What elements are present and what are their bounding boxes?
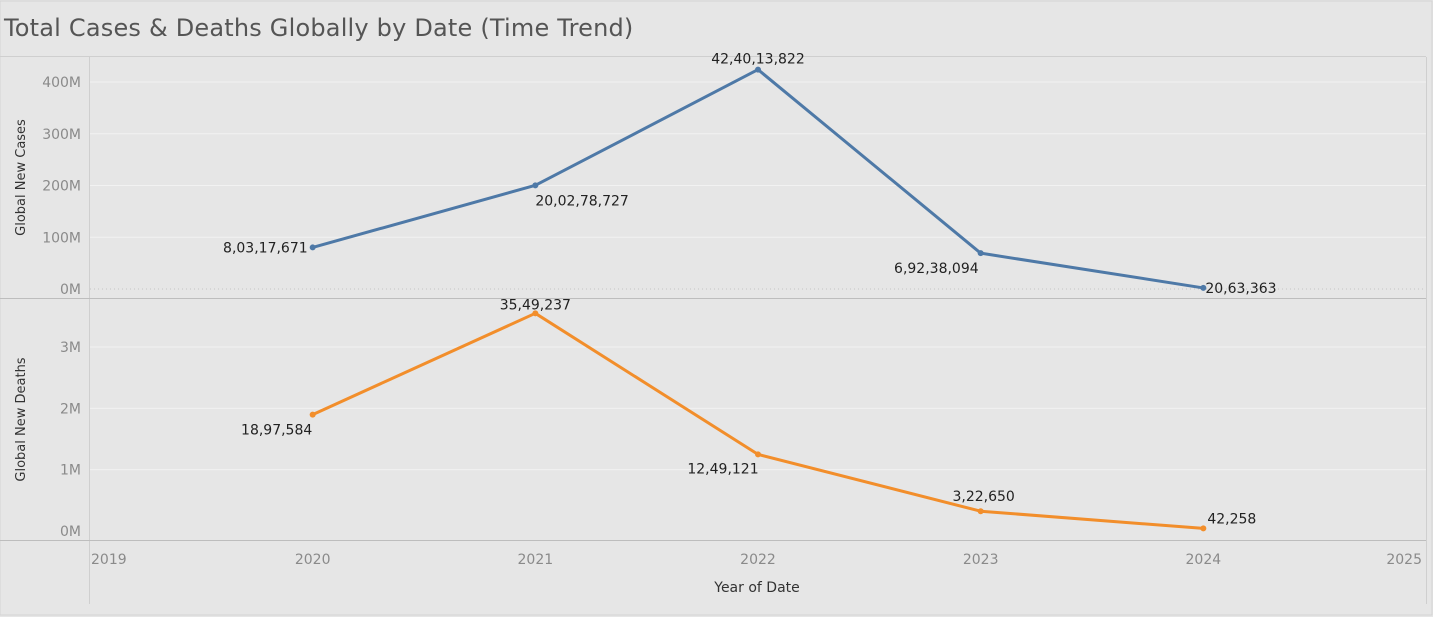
- y-axis-title: Global New Cases: [14, 119, 29, 236]
- y-axis-title: Global New Deaths: [14, 357, 29, 481]
- x-tick-label: 2021: [518, 552, 554, 568]
- data-point[interactable]: [532, 182, 539, 189]
- x-axis-title: Year of Date: [713, 580, 800, 596]
- data-point[interactable]: [977, 508, 984, 515]
- y-tick-label: 200M: [42, 179, 81, 195]
- y-tick-label: 3M: [60, 340, 81, 356]
- x-tick-label: 2019: [91, 552, 127, 568]
- series-line: [312, 68, 1204, 290]
- data-point[interactable]: [532, 310, 539, 317]
- data-point[interactable]: [1200, 525, 1207, 532]
- data-point[interactable]: [1200, 284, 1207, 291]
- y-tick-label: 100M: [42, 230, 81, 246]
- x-tick-label: 2020: [295, 552, 331, 568]
- data-point[interactable]: [755, 66, 761, 73]
- y-tick-label: 300M: [42, 127, 81, 143]
- x-tick-label: 2022: [740, 552, 776, 568]
- data-label: 20,63,363: [1205, 281, 1276, 297]
- chart-title: Total Cases & Deaths Globally by Date (T…: [4, 14, 634, 42]
- y-tick-label: 0M: [60, 282, 81, 298]
- data-point[interactable]: [755, 451, 761, 458]
- y-tick-label: 0M: [60, 524, 81, 540]
- y-tick-label: 1M: [60, 463, 81, 479]
- data-label: 12,49,121: [687, 461, 758, 477]
- data-label: 42,40,13,822: [711, 52, 805, 68]
- series-line: [312, 311, 1204, 530]
- data-label: 8,03,17,671: [223, 240, 308, 256]
- data-point[interactable]: [309, 411, 316, 418]
- data-label: 20,02,78,727: [535, 193, 629, 209]
- data-label: 35,49,237: [500, 297, 571, 313]
- data-label: 6,92,38,094: [894, 261, 979, 277]
- data-point[interactable]: [977, 250, 984, 257]
- x-tick-label: 2023: [963, 552, 999, 568]
- data-point[interactable]: [309, 244, 316, 251]
- data-label: 42,258: [1207, 511, 1256, 527]
- x-tick-label: 2024: [1186, 552, 1222, 568]
- data-label: 18,97,584: [241, 423, 312, 439]
- data-label: 3,22,650: [952, 489, 1014, 505]
- y-tick-label: 400M: [42, 75, 81, 91]
- x-tick-label: 2025: [1386, 552, 1422, 568]
- y-tick-label: 2M: [60, 401, 81, 417]
